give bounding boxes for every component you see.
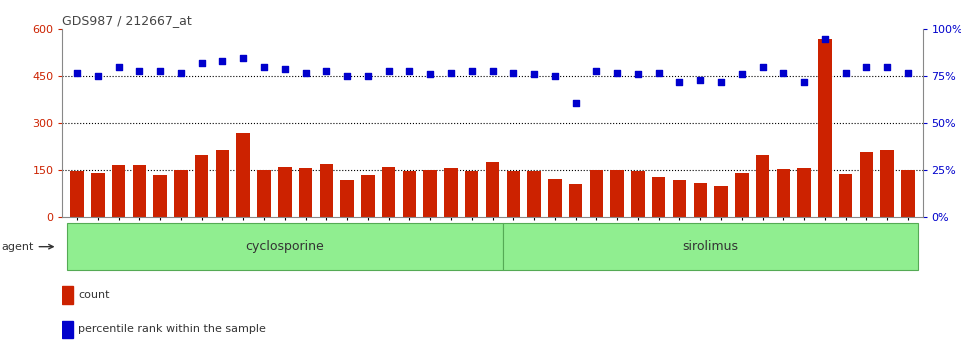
- Bar: [631, 171, 645, 217]
- Bar: [70, 171, 84, 217]
- Point: [527, 72, 542, 77]
- Point: [485, 68, 501, 73]
- Point: [194, 60, 209, 66]
- Bar: [382, 167, 395, 217]
- Point: [630, 72, 646, 77]
- Bar: [506, 171, 520, 217]
- Point: [651, 70, 666, 75]
- Point: [235, 55, 251, 60]
- Text: count: count: [78, 290, 110, 300]
- Bar: [818, 39, 831, 217]
- Bar: [465, 171, 479, 217]
- Point: [464, 68, 480, 73]
- Point: [693, 77, 708, 83]
- Text: agent: agent: [1, 242, 53, 252]
- Bar: [361, 175, 375, 217]
- Bar: [714, 186, 727, 217]
- Point: [879, 64, 895, 70]
- Bar: [340, 180, 354, 217]
- Bar: [424, 170, 437, 217]
- Bar: [880, 150, 894, 217]
- Point: [817, 36, 832, 41]
- Bar: [798, 168, 811, 217]
- Bar: [62, 321, 73, 338]
- Bar: [236, 133, 250, 217]
- Point: [319, 68, 334, 73]
- Point: [339, 73, 355, 79]
- Point: [838, 70, 853, 75]
- Bar: [66, 224, 503, 270]
- Point: [298, 70, 313, 75]
- Point: [443, 70, 458, 75]
- Point: [797, 79, 812, 85]
- Bar: [485, 161, 500, 217]
- Bar: [548, 179, 561, 217]
- Point: [153, 68, 168, 73]
- Bar: [735, 174, 749, 217]
- Bar: [195, 155, 209, 217]
- Text: sirolimus: sirolimus: [682, 240, 739, 253]
- Bar: [154, 175, 167, 217]
- Point: [776, 70, 791, 75]
- Point: [713, 79, 728, 85]
- Bar: [610, 170, 624, 217]
- Point: [589, 68, 604, 73]
- Bar: [503, 224, 919, 270]
- Point: [111, 64, 126, 70]
- Bar: [444, 168, 457, 217]
- Point: [755, 64, 771, 70]
- Point: [423, 72, 438, 77]
- Point: [381, 68, 396, 73]
- Bar: [299, 168, 312, 217]
- Bar: [91, 172, 105, 217]
- Point: [360, 73, 376, 79]
- Bar: [776, 169, 790, 217]
- Bar: [62, 286, 73, 304]
- Point: [547, 73, 562, 79]
- Point: [609, 70, 625, 75]
- Point: [69, 70, 85, 75]
- Bar: [839, 174, 852, 217]
- Bar: [673, 180, 686, 217]
- Point: [90, 73, 106, 79]
- Bar: [278, 167, 291, 217]
- Bar: [860, 151, 874, 217]
- Bar: [528, 171, 541, 217]
- Point: [859, 64, 875, 70]
- Point: [505, 70, 521, 75]
- Point: [214, 59, 230, 64]
- Point: [173, 70, 188, 75]
- Bar: [901, 170, 915, 217]
- Text: cyclosporine: cyclosporine: [245, 240, 324, 253]
- Bar: [694, 183, 707, 217]
- Bar: [215, 150, 229, 217]
- Bar: [756, 155, 770, 217]
- Bar: [569, 185, 582, 217]
- Point: [132, 68, 147, 73]
- Bar: [258, 170, 271, 217]
- Text: GDS987 / 212667_at: GDS987 / 212667_at: [62, 14, 192, 27]
- Point: [672, 79, 687, 85]
- Bar: [174, 170, 187, 217]
- Point: [277, 66, 292, 71]
- Bar: [652, 177, 665, 217]
- Bar: [320, 164, 333, 217]
- Bar: [133, 165, 146, 217]
- Bar: [590, 170, 604, 217]
- Point: [734, 72, 750, 77]
- Point: [568, 100, 583, 106]
- Bar: [403, 171, 416, 217]
- Text: percentile rank within the sample: percentile rank within the sample: [78, 325, 266, 334]
- Point: [257, 64, 272, 70]
- Bar: [111, 165, 125, 217]
- Point: [402, 68, 417, 73]
- Point: [900, 70, 916, 75]
